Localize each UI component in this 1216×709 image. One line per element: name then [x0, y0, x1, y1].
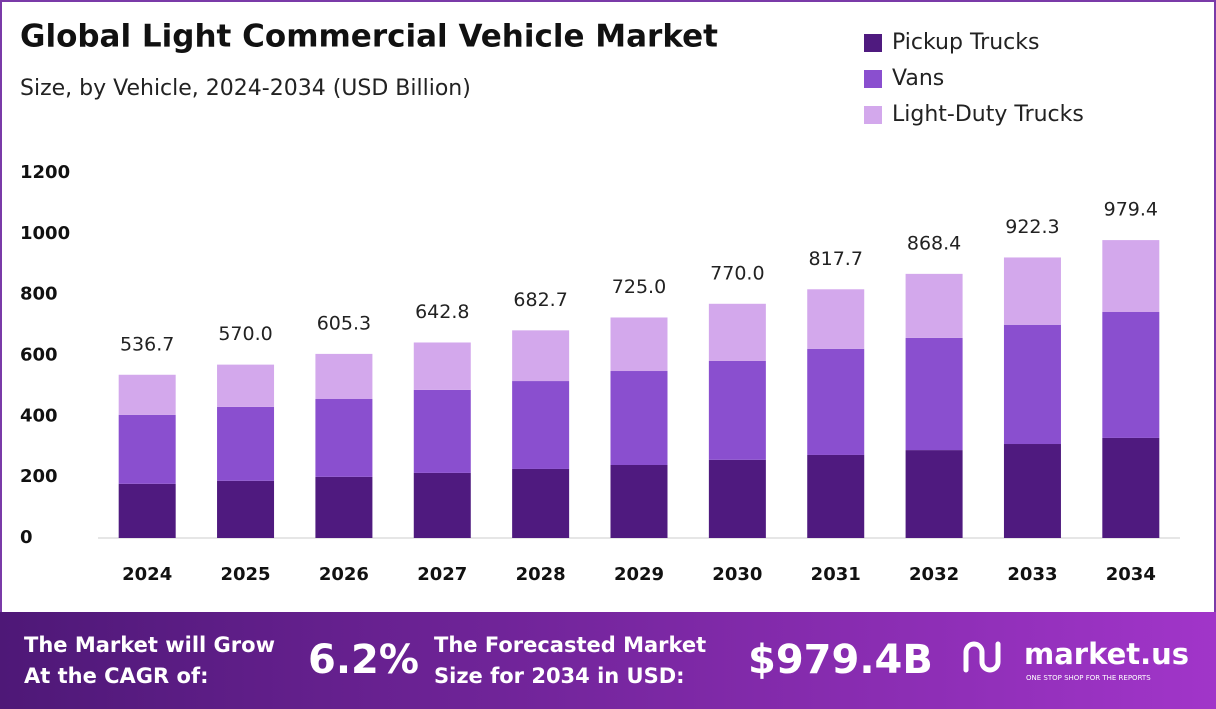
bar-segment	[413, 389, 471, 473]
bar-segment	[315, 398, 373, 477]
footer-text: At the CAGR of:	[24, 664, 209, 688]
chart-title: Global Light Commercial Vehicle Market	[20, 19, 718, 55]
bar-segment	[905, 273, 963, 338]
x-tick-label: 2031	[811, 564, 861, 585]
bar-segment	[118, 374, 176, 415]
bar-segment	[413, 342, 471, 390]
bar-segment	[118, 414, 176, 484]
bar-segment	[315, 353, 373, 399]
x-tick-label: 2033	[1007, 564, 1057, 585]
x-tick-label: 2029	[614, 564, 664, 585]
bar-segment	[905, 450, 963, 538]
y-tick-label: 800	[20, 284, 58, 305]
bar-segment	[708, 303, 766, 361]
brand: market.us	[1024, 637, 1189, 671]
bar-segment	[610, 371, 668, 465]
bar-segment	[1003, 444, 1061, 538]
y-tick-label: 1000	[20, 223, 70, 244]
bar-segment	[1003, 257, 1061, 325]
bar-segment	[807, 348, 865, 455]
total-label: 868.4	[907, 232, 961, 254]
bar-segment	[413, 472, 471, 538]
total-label: 922.3	[1005, 216, 1059, 238]
x-tick-label: 2030	[712, 564, 762, 585]
bar-segment	[217, 364, 275, 407]
bar-segment	[512, 381, 570, 469]
x-tick-label: 2034	[1106, 564, 1156, 585]
bar-segment	[512, 468, 570, 538]
bar-segment	[807, 289, 865, 349]
footer-text: The Market will Grow	[24, 633, 275, 657]
x-tick-label: 2025	[220, 564, 270, 585]
brand-logo	[963, 641, 1001, 673]
y-tick-label: 0	[20, 527, 33, 548]
total-label: 979.4	[1104, 199, 1158, 221]
bar-segment	[1102, 240, 1160, 313]
bar-segment	[118, 483, 176, 538]
total-label: 817.7	[809, 248, 863, 270]
y-tick-label: 600	[20, 345, 58, 366]
bar-segment	[708, 459, 766, 538]
total-label: 682.7	[513, 289, 567, 311]
total-label: 642.8	[415, 301, 469, 323]
legend-label: Pickup Trucks	[892, 30, 1039, 55]
bar-segment	[610, 465, 668, 538]
y-tick-label: 200	[20, 466, 58, 487]
total-label: 725.0	[612, 276, 666, 298]
bar-segment	[905, 337, 963, 451]
legend-swatch	[864, 106, 882, 124]
legend-label: Light-Duty Trucks	[892, 102, 1084, 127]
bar-segment	[610, 317, 668, 372]
y-tick-label: 400	[20, 405, 58, 426]
total-label: 536.7	[120, 333, 174, 355]
bar-segment	[807, 454, 865, 538]
bar-segment	[708, 360, 766, 460]
x-tick-label: 2032	[909, 564, 959, 585]
bar-segment	[512, 330, 570, 382]
footer-banner	[0, 612, 1216, 709]
bar-segment	[217, 480, 275, 538]
x-tick-label: 2027	[417, 564, 467, 585]
legend-label: Vans	[892, 66, 944, 91]
total-label: 605.3	[317, 312, 371, 334]
legend-swatch	[864, 70, 882, 88]
forecast-value: $979.4B	[748, 637, 933, 683]
bar-segment	[217, 406, 275, 481]
total-label: 770.0	[710, 262, 764, 284]
chart-subtitle: Size, by Vehicle, 2024-2034 (USD Billion…	[20, 76, 471, 101]
total-label: 570.0	[218, 323, 272, 345]
footer-text: Size for 2034 in USD:	[434, 664, 685, 688]
cagr-value: 6.2%	[308, 637, 419, 683]
bar-segment	[1003, 324, 1061, 445]
x-tick-label: 2028	[516, 564, 566, 585]
bar-segment	[1102, 312, 1160, 438]
legend-swatch	[864, 34, 882, 52]
footer-text: The Forecasted Market	[434, 633, 706, 657]
bar-segment	[315, 476, 373, 538]
x-tick-label: 2026	[319, 564, 369, 585]
brand-tagline: ONE STOP SHOP FOR THE REPORTS	[1026, 674, 1151, 682]
bar-segment	[1102, 437, 1160, 538]
x-tick-label: 2024	[122, 564, 172, 585]
y-tick-label: 1200	[20, 162, 70, 183]
